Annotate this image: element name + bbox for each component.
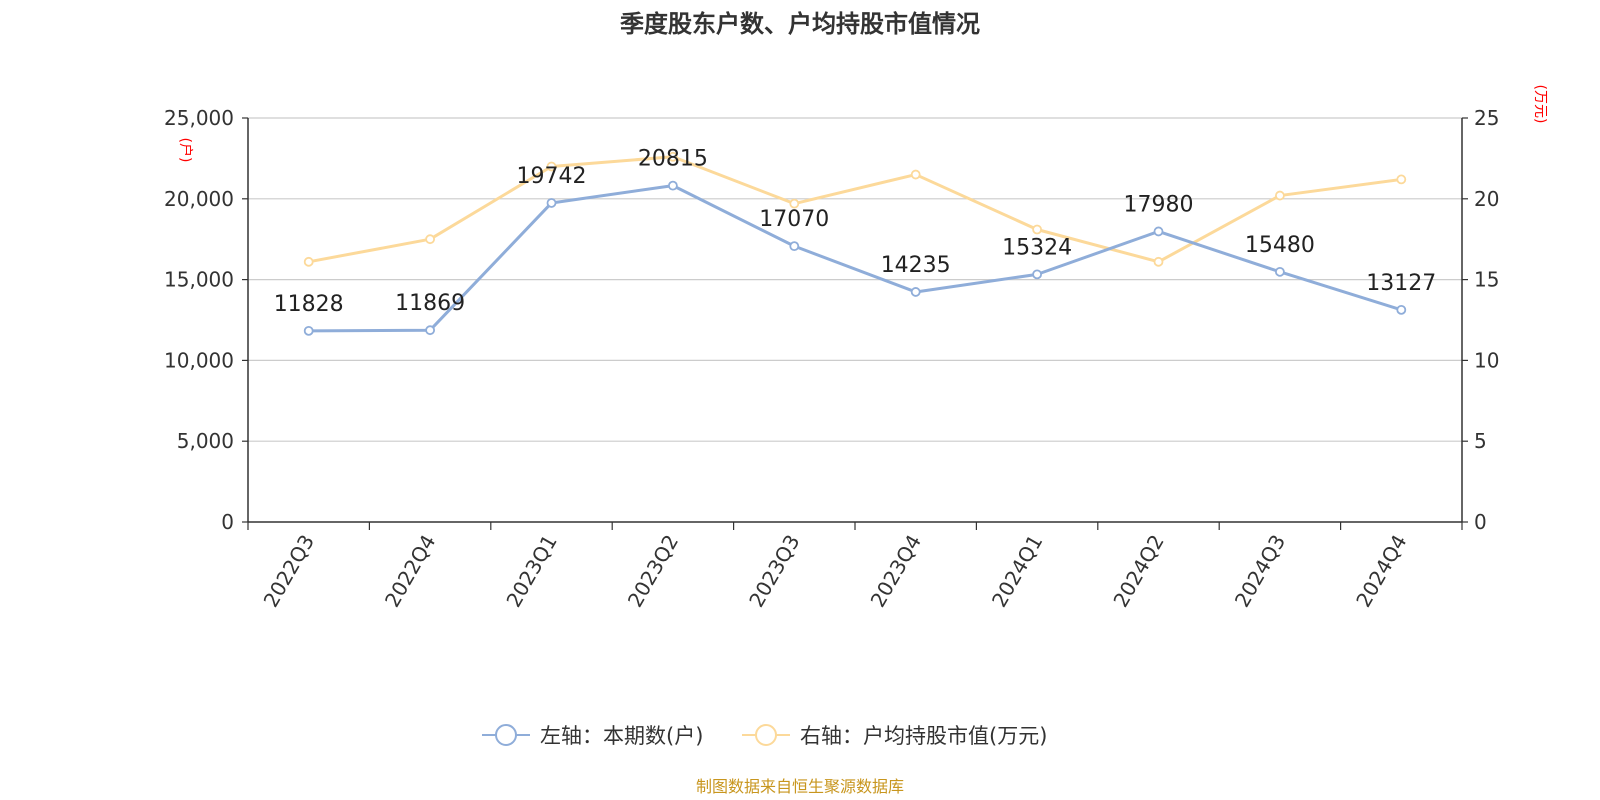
data-point-left xyxy=(668,180,678,191)
data-label: 11869 xyxy=(395,291,465,316)
series-line-left xyxy=(308,184,1402,333)
legend-item-label: 左轴：本期数(户) xyxy=(540,724,703,748)
left-axis-tick-label: 10,000 xyxy=(164,348,234,372)
left-axis-tick-label: 0 xyxy=(221,510,234,534)
right-axis-tick-label: 15 xyxy=(1474,268,1499,292)
left-axis-unit: (户) xyxy=(177,138,194,163)
data-point-left xyxy=(1153,226,1164,237)
right-axis-tick-label: 10 xyxy=(1474,348,1499,372)
data-point-right xyxy=(1275,190,1285,201)
x-axis-tick-label: 2024Q4 xyxy=(1351,531,1411,612)
left-axis-tick-label: 5,000 xyxy=(177,429,234,453)
x-axis-tick-label: 2023Q3 xyxy=(744,531,804,612)
series-line-right xyxy=(308,155,1402,264)
left-axis-tick-label: 20,000 xyxy=(164,187,234,211)
left-axis-tick-label: 25,000 xyxy=(164,106,234,130)
right-axis-unit: (万元) xyxy=(1532,85,1548,124)
legend[interactable]: 左轴：本期数(户) 右轴：户均持股市值(万元) xyxy=(482,724,1047,748)
data-label: 17980 xyxy=(1124,192,1194,217)
data-point-right xyxy=(1153,256,1164,267)
legend-symbol-circle-0 xyxy=(495,724,517,746)
data-label: 20815 xyxy=(638,147,708,172)
right-axis-tick-label: 25 xyxy=(1474,106,1499,130)
data-label: 11828 xyxy=(274,292,344,317)
x-axis-tick-label: 2022Q3 xyxy=(259,531,319,612)
right-axis-tick-label: 5 xyxy=(1474,429,1487,453)
data-point-left xyxy=(1032,269,1042,280)
data-point-right xyxy=(789,198,800,209)
data-point-right xyxy=(1032,224,1042,235)
data-label: 15324 xyxy=(1002,235,1072,260)
x-axis-tick-label: 2024Q3 xyxy=(1230,531,1290,612)
x-axis-tick-label: 2022Q4 xyxy=(380,531,440,612)
data-point-left xyxy=(1396,304,1407,315)
data-point-right xyxy=(425,234,436,245)
right-axis-tick-label: 20 xyxy=(1474,187,1499,211)
left-axis-tick-label: 15,000 xyxy=(164,268,234,292)
grid-lines xyxy=(248,117,1462,442)
x-axis-tick-label: 2024Q1 xyxy=(987,531,1047,612)
data-label: 15480 xyxy=(1245,233,1315,258)
data-point-left xyxy=(425,325,436,336)
x-axis-tick-label: 2023Q1 xyxy=(501,531,561,612)
data-point-right xyxy=(546,161,557,172)
data-label: 19742 xyxy=(517,164,587,189)
data-point-right xyxy=(668,151,678,162)
right-axis-tick-label: 0 xyxy=(1474,510,1487,534)
data-point-left xyxy=(1275,266,1285,277)
data-point-left xyxy=(303,325,314,336)
legend-symbol-circle-1 xyxy=(755,724,777,746)
legend-item-label: 右轴：户均持股市值(万元) xyxy=(800,724,1047,748)
data-label: 13127 xyxy=(1366,271,1436,296)
source-note: 制图数据来自恒生聚源数据库 xyxy=(696,777,904,796)
series-layer: 11828 11869 19742 20815 17070 14235 15324 17980… xyxy=(274,147,1436,336)
data-label: 14235 xyxy=(881,253,951,278)
data-point-right xyxy=(1396,174,1407,185)
data-point-left xyxy=(546,198,557,208)
x-axis-tick-label: 2023Q2 xyxy=(623,531,683,612)
x-axis-tick-label: 2024Q2 xyxy=(1108,531,1168,612)
data-point-left xyxy=(910,287,921,297)
axes: 0 5,000 10,000 15,000 20,000 25,000 0 5 10 15 20 25… xyxy=(164,106,1499,611)
data-point-left xyxy=(789,241,800,252)
chart-title: 季度股东户数、户均持股市值情况 xyxy=(620,10,980,38)
x-axis-tick-label: 2023Q4 xyxy=(866,531,926,612)
data-point-right xyxy=(303,256,314,267)
data-point-right xyxy=(910,169,921,180)
data-label: 17070 xyxy=(759,207,829,232)
